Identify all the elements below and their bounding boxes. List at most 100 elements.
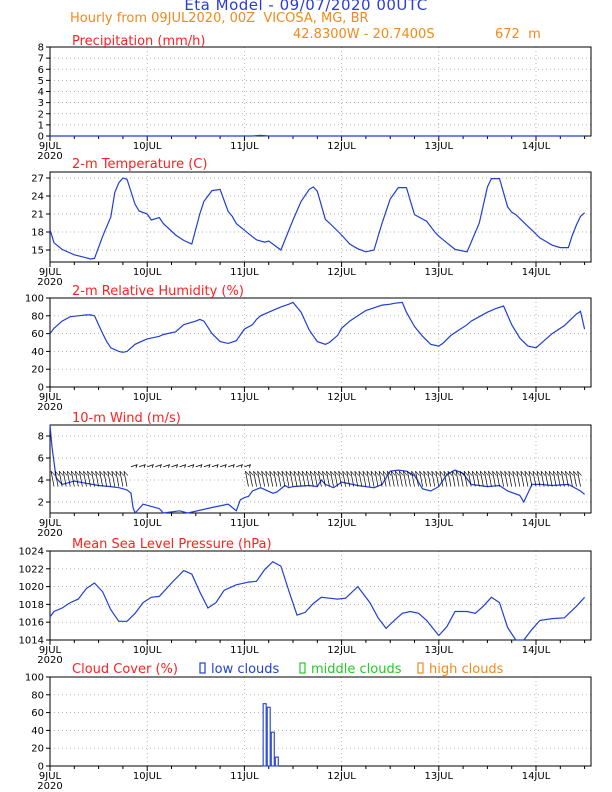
wind-barb [565, 470, 570, 476]
wind-barb [318, 471, 322, 487]
x-tick-label: 13JUL [425, 645, 454, 656]
wind-barb [309, 471, 314, 487]
wind-barb [245, 470, 250, 476]
wind-barb [54, 470, 60, 476]
x-tick-label: 9JUL [39, 141, 62, 152]
wind-barb [553, 470, 558, 476]
plot-frame [49, 297, 592, 388]
cloud-bar [270, 731, 275, 767]
wind-barb [71, 470, 76, 476]
x-tick-label: 13JUL [425, 141, 454, 152]
wind-barb [524, 470, 530, 476]
wind-barb [573, 470, 578, 476]
y-tick-label: 4 [38, 476, 44, 487]
wind-barb [87, 471, 91, 487]
wind-barb [334, 471, 338, 487]
wind-barb [330, 470, 335, 476]
wind-barb [115, 470, 121, 476]
wind-barb [569, 471, 573, 487]
wind-barb [407, 470, 412, 476]
y-tick-label: 100 [25, 294, 44, 305]
year-label: 2020 [37, 402, 62, 413]
wind-barb [103, 470, 108, 476]
wind-barb [569, 470, 574, 476]
wind-barb [310, 470, 315, 476]
x-tick-label: 9JUL [39, 771, 62, 782]
wind-barb [419, 471, 423, 487]
wind-barb [488, 470, 493, 476]
y-tick-label: 1016 [19, 618, 44, 629]
wind-barb [358, 470, 364, 476]
wind-barb [500, 471, 504, 487]
wind-barb [99, 471, 103, 487]
wind-barb [297, 471, 302, 487]
x-tick-label: 13JUL [425, 267, 454, 278]
y-tick-label: 60 [31, 708, 44, 719]
forecast-subtitle: Hourly from 09JUL2020, 00Z VICOSA, MG, B… [70, 11, 369, 26]
wind-barb [103, 471, 108, 487]
wind-barb [540, 471, 545, 487]
wind-barb [119, 471, 124, 487]
wind-barb [334, 470, 339, 476]
wind-barb [544, 470, 550, 476]
wind-barb [253, 470, 258, 476]
wind-barb [350, 470, 355, 476]
wind-barb [75, 471, 79, 487]
y-tick-label: 8 [38, 432, 44, 443]
x-tick-label: 10JUL [133, 518, 162, 529]
x-tick-label: 10JUL [133, 645, 162, 656]
x-tick-label: 11JUL [230, 771, 259, 782]
wind-barb [269, 470, 274, 476]
wind-barb [552, 471, 557, 487]
wind-barb [427, 471, 432, 487]
wind-barb [475, 471, 480, 487]
y-tick-label: 40 [31, 726, 44, 737]
cloud-bar [274, 756, 279, 767]
wind-barb [463, 471, 468, 487]
series-line [50, 134, 585, 137]
wind-barb [544, 471, 549, 487]
wind-barb [155, 464, 162, 468]
wind-barb [91, 471, 95, 487]
x-tick-label: 10JUL [133, 392, 162, 403]
x-tick-label: 9JUL [39, 392, 62, 403]
panel-title: Cloud Cover (%) [72, 662, 178, 677]
wind-barbs [50, 464, 582, 487]
wind-barb [459, 471, 464, 487]
wind-barb [374, 470, 380, 476]
wind-barb [50, 471, 55, 487]
station-coordinates: 42.8300W - 20.7400S [293, 27, 435, 42]
wind-barb [257, 471, 261, 487]
wind-barb [476, 470, 481, 476]
wind-barb [244, 464, 252, 468]
wind-barb [326, 471, 330, 487]
x-tick-label: 14JUL [522, 141, 551, 152]
x-tick-label: 12JUL [327, 392, 356, 403]
wind-barb [431, 471, 436, 487]
wind-barb [245, 471, 249, 487]
wind-barb [265, 471, 270, 487]
panel-title: Precipitation (mm/h) [72, 34, 205, 49]
wind-barb [508, 471, 513, 487]
panel-title: 2-m Relative Humidity (%) [72, 284, 244, 299]
legend-swatch [199, 662, 206, 674]
y-tick-label: 80 [31, 311, 44, 322]
wind-barb [403, 470, 408, 476]
wind-barb [370, 471, 375, 487]
wind-barb [532, 471, 537, 487]
wind-barb [467, 471, 472, 487]
wind-barb [391, 470, 396, 476]
y-tick-label: 60 [31, 329, 44, 340]
wind-barb [58, 470, 64, 476]
wind-barb [99, 470, 104, 476]
x-tick-label: 12JUL [327, 771, 356, 782]
y-tick-label: 1020 [19, 582, 44, 593]
y-tick-label: 1024 [19, 547, 44, 558]
x-tick-label: 10JUL [133, 771, 162, 782]
wind-barb [293, 471, 298, 487]
wind-barb [557, 470, 562, 476]
y-tick-label: 80 [31, 690, 44, 701]
wind-barb [374, 471, 379, 487]
wind-barb [512, 470, 517, 476]
x-tick-label: 12JUL [327, 645, 356, 656]
